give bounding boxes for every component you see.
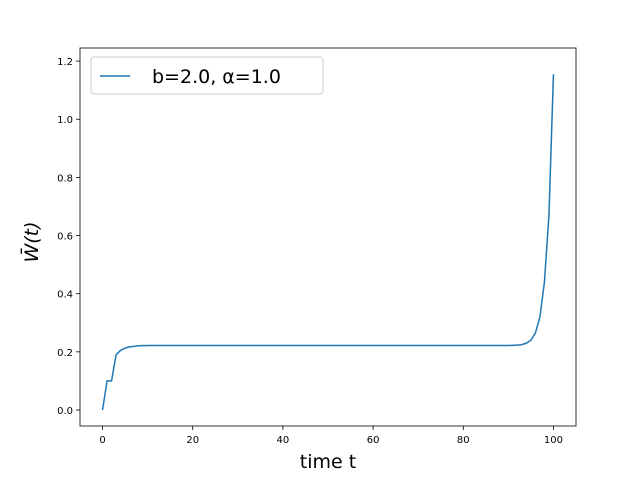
y-tick-label: 1.0 bbox=[57, 115, 73, 126]
y-tick-label: 0.8 bbox=[57, 173, 73, 184]
x-tick-label: 80 bbox=[457, 435, 470, 446]
axes-frame bbox=[79, 47, 577, 427]
x-tick-label: 40 bbox=[277, 435, 290, 446]
x-tick-label: 100 bbox=[544, 435, 563, 446]
y-tick-label: 1.2 bbox=[57, 57, 73, 68]
y-axis-label: W̄(t) bbox=[19, 221, 43, 262]
legend-box bbox=[90, 56, 324, 95]
legend-label: b=2.0, α=1.0 bbox=[152, 66, 281, 88]
x-tick-label: 60 bbox=[367, 435, 380, 446]
y-tick-label: 0.0 bbox=[57, 406, 73, 417]
y-tick-label: 0.6 bbox=[57, 232, 73, 243]
y-tick-label: 0.4 bbox=[57, 290, 73, 301]
data-line bbox=[101, 74, 555, 411]
x-tick-label: 0 bbox=[99, 435, 105, 446]
x-axis-label: time t bbox=[300, 451, 356, 473]
y-tick-label: 0.2 bbox=[57, 348, 73, 359]
x-tick-label: 20 bbox=[186, 435, 199, 446]
